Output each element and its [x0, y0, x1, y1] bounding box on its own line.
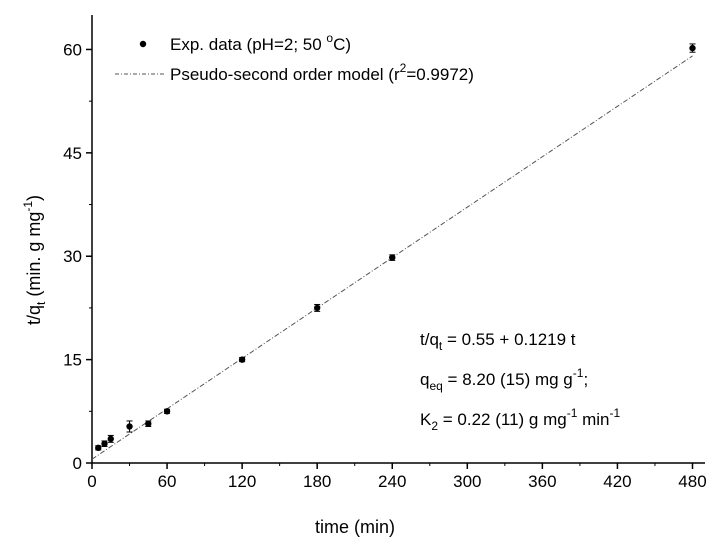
y-tick-label: 30 [63, 247, 82, 266]
data-point [101, 440, 108, 447]
y-axis-ticks: 0 15 30 45 60 [63, 40, 92, 473]
data-point [689, 43, 696, 53]
data-point [95, 444, 102, 452]
equation-linear: t/qt = 0.55 + 0.1219 t [420, 330, 576, 353]
data-marker [95, 444, 102, 452]
legend-label-model: Pseudo-second order model (r2=0.9972) [170, 61, 474, 84]
data-point [313, 303, 321, 312]
x-tick-label: 420 [603, 472, 631, 491]
data-marker [126, 423, 133, 430]
x-tick-label: 0 [87, 472, 96, 491]
x-tick-label: 240 [378, 472, 406, 491]
x-tick-label: 60 [158, 472, 177, 491]
data-points-group [95, 43, 696, 452]
y-axis-title: t/qt (min. g mg-1) [21, 195, 48, 325]
data-point [145, 420, 152, 427]
data-marker [389, 254, 396, 261]
x-axis-title: time (min) [315, 517, 395, 537]
x-tick-label: 300 [453, 472, 481, 491]
data-marker [689, 44, 696, 52]
data-marker [101, 440, 108, 447]
x-tick-label: 480 [678, 472, 706, 491]
data-marker [238, 356, 246, 363]
x-tick-label: 120 [228, 472, 256, 491]
data-marker [313, 304, 321, 312]
y-tick-label: 15 [63, 351, 82, 370]
data-point [107, 434, 114, 443]
data-marker [145, 420, 152, 427]
data-point [389, 254, 396, 261]
x-tick-label: 360 [528, 472, 556, 491]
y-tick-label: 0 [73, 454, 82, 473]
legend: Exp. data (pH=2; 50 oC) Pseudo-second or… [115, 31, 474, 84]
legend-marker-exp [139, 40, 147, 48]
equation-block: t/qt = 0.55 + 0.1219 t qeq = 8.20 (15) m… [420, 330, 620, 433]
data-marker [107, 435, 114, 443]
x-axis-ticks: 0 60 120 180 240 300 360 420 480 [87, 463, 707, 491]
data-point [238, 356, 246, 363]
data-marker [163, 408, 171, 415]
data-point [126, 420, 133, 433]
legend-label-exp: Exp. data (pH=2; 50 oC) [170, 31, 351, 54]
equation-k2: K2 = 0.22 (11) g mg-1 min-1 [420, 406, 620, 433]
data-point [163, 408, 171, 415]
y-tick-label: 45 [63, 144, 82, 163]
x-tick-label: 180 [303, 472, 331, 491]
axes [91, 15, 705, 464]
y-tick-label: 60 [63, 40, 82, 59]
equation-qeq: qeq = 8.20 (15) mg g-1; [420, 366, 588, 393]
